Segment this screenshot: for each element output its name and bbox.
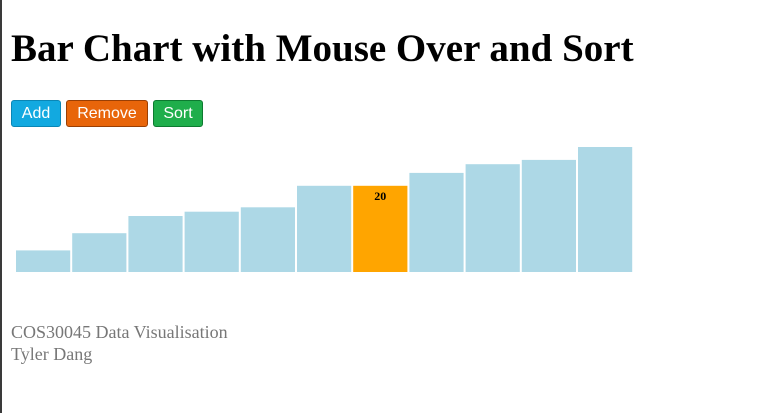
footer-course: COS30045 Data Visualisation [11, 322, 228, 342]
add-button[interactable]: Add [11, 100, 61, 127]
footer-author: Tyler Dang [11, 344, 93, 364]
bar-chart-svg: 20 [16, 147, 633, 272]
footer: COS30045 Data Visualisation Tyler Dang [11, 321, 228, 365]
bar-chart: 20 [0, 135, 640, 275]
chart-bar[interactable] [240, 207, 295, 272]
chart-bar[interactable] [578, 147, 633, 272]
chart-bar[interactable] [465, 164, 520, 272]
chart-bar[interactable] [72, 233, 127, 272]
page-title: Bar Chart with Mouse Over and Sort [11, 27, 634, 70]
chart-bar[interactable] [184, 211, 239, 272]
window-left-edge [0, 0, 2, 413]
chart-bar-hovered[interactable] [353, 185, 408, 272]
sort-button[interactable]: Sort [153, 100, 203, 127]
chart-bar[interactable] [297, 185, 352, 272]
chart-bar[interactable] [409, 172, 464, 272]
remove-button[interactable]: Remove [66, 100, 148, 127]
chart-bar[interactable] [521, 159, 576, 272]
bar-value-label: 20 [374, 189, 386, 203]
chart-bar[interactable] [128, 216, 183, 272]
chart-bar[interactable] [16, 250, 71, 272]
